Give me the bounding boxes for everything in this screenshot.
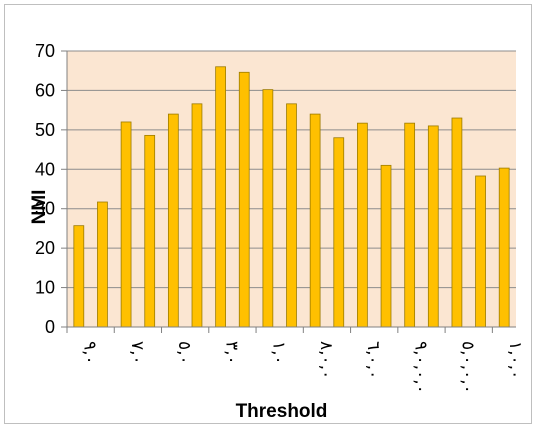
bar [238, 71, 250, 328]
bar [404, 122, 416, 328]
y-tick-label: 50 [35, 120, 55, 140]
bar [73, 225, 85, 328]
y-tick-label: 30 [35, 199, 55, 219]
bar [357, 122, 368, 328]
bar [144, 134, 156, 328]
bar [451, 117, 463, 328]
bars [73, 66, 510, 328]
bar [191, 103, 203, 328]
bar [475, 175, 486, 328]
bar [262, 89, 274, 328]
x-tick-label: ١,٠ [269, 341, 289, 365]
x-tick-label: ١,٠,٠ [505, 341, 525, 379]
bar [215, 66, 226, 328]
y-tick-label: 10 [35, 278, 55, 298]
x-axis-title: Threshold [236, 401, 328, 422]
bar [120, 121, 132, 328]
y-tick-labels: 0 10 20 30 40 50 60 70 [35, 41, 55, 337]
bar [380, 164, 392, 328]
y-tick-label: 40 [35, 159, 55, 179]
x-tick-label: ٩,٠,٠,٠ [411, 341, 431, 394]
x-tick-label: ٥,٠ [174, 341, 194, 365]
x-tick-label: ٩,٠ [80, 341, 100, 365]
x-tick-labels: ٩,٠ ٧,٠ ٥,٠ ٣,٠ ١,٠ ٨,٠,٠ ٦,٠,٠ ٩,٠,٠,٠ ٥,٠,٠,٠ ١… [80, 341, 525, 394]
x-tick-label: ٦,٠,٠ [363, 341, 383, 379]
bar [333, 137, 345, 328]
y-tick-label: 60 [35, 80, 55, 100]
chart-frame: 0 10 20 30 40 50 60 70 ٩,٠ ٧,٠ ٥,٠ ٣,٠ ١,٠ ٨,٠,٠ ٦,٠,… [4, 4, 532, 424]
bar [97, 201, 108, 328]
x-tick-label: ٥,٠,٠,٠ [458, 341, 478, 394]
bar [427, 125, 439, 328]
x-tick-label: ٧,٠ [127, 341, 147, 365]
bar [498, 167, 510, 328]
x-tick-label: ٣,٠ [221, 341, 241, 365]
bar-chart: 0 10 20 30 40 50 60 70 ٩,٠ ٧,٠ ٥,٠ ٣,٠ ١,٠ ٨,٠,٠ ٦,٠,… [29, 41, 525, 422]
axes [61, 50, 516, 333]
y-axis-title: NMI [29, 190, 50, 225]
x-tick-label: ٨,٠,٠ [316, 341, 336, 379]
bar [309, 113, 321, 328]
y-tick-label: 20 [35, 238, 55, 258]
y-tick-label: 70 [35, 41, 55, 61]
bar [286, 103, 297, 328]
y-tick-label: 0 [45, 317, 55, 337]
bar [167, 113, 179, 328]
